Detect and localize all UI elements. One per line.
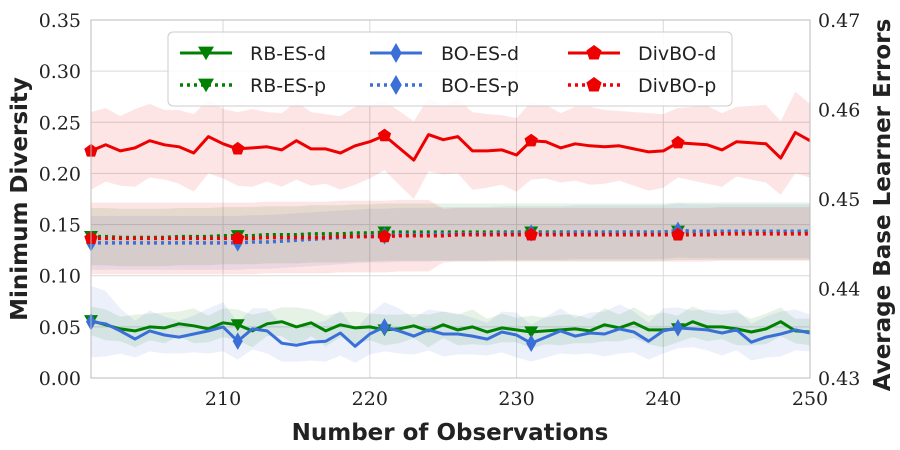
line-bo-es-d — [90, 320, 811, 348]
y-tick-left-label: 0.10 — [39, 266, 81, 288]
legend-label-divbo-p: DivBO-p — [638, 75, 716, 97]
tick-labels: 0.00 0.05 0.10 0.15 0.20 0.25 0.30 0.35 0.43 0.44… — [39, 10, 861, 410]
y-tick-left-label: 0.00 — [39, 368, 81, 390]
y-tick-right-label: 0.45 — [818, 189, 860, 211]
band-divbo-d — [91, 91, 810, 199]
legend-marker-bo-es-p — [390, 75, 402, 95]
line-rb-es-p — [91, 229, 810, 240]
confidence-bands — [91, 91, 810, 363]
band-divbo-p — [91, 199, 810, 275]
marker-bo-es-d — [526, 334, 537, 352]
marker-divbo-d — [524, 133, 538, 147]
marker-divbo-p — [524, 227, 538, 241]
x-axis-title: Number of Observations — [292, 420, 609, 446]
y-tick-right-label: 0.44 — [818, 279, 860, 301]
legend-label-rb-es-d: RB-ES-d — [250, 43, 326, 65]
line-rb-es-d — [90, 319, 811, 334]
marker-divbo-p — [671, 227, 685, 241]
legend-label-bo-es-p: BO-ES-p — [441, 75, 519, 97]
x-tick-label: 220 — [352, 388, 388, 410]
marker-bo-es-d — [672, 319, 683, 337]
marker-bo-es-d — [232, 332, 243, 350]
plot-frame — [90, 19, 811, 379]
marker-divbo-p — [377, 229, 392, 243]
marker-rb-es-d — [230, 319, 245, 332]
legend-label-divbo-d: DivBO-d — [638, 43, 716, 65]
band-bo-es-d — [91, 285, 810, 363]
y-tick-right-label: 0.43 — [818, 368, 860, 390]
y-axis-right-title: Average Base Learner Errors — [870, 19, 896, 392]
y-tick-left-label: 0.05 — [39, 317, 81, 339]
legend-marker-bo-es-d — [390, 43, 402, 63]
x-tick-label: 240 — [645, 388, 681, 410]
legend-marker-rb-es-d — [198, 46, 214, 61]
y-tick-right-label: 0.47 — [818, 10, 860, 32]
y-axis-left-title: Minimum Diversity — [7, 77, 33, 321]
line-divbo-p — [91, 232, 810, 241]
series-lines — [90, 131, 811, 348]
x-tick-label: 250 — [792, 388, 828, 410]
x-tick-label: 230 — [498, 388, 534, 410]
y-tick-left-label: 0.25 — [39, 112, 81, 134]
marker-rb-es-d — [524, 326, 539, 339]
x-tick-label: 210 — [205, 388, 241, 410]
legend-marker-rb-es-p — [198, 78, 214, 93]
legend-marker-divbo-d — [586, 45, 602, 60]
line-divbo-d — [90, 131, 811, 162]
legend-label-rb-es-p: RB-ES-p — [250, 75, 326, 97]
legend-label-bo-es-d: BO-ES-d — [441, 43, 519, 65]
legend: RB-ES-d BO-ES-d DivBO-d RB-ES-p BO-ES-p … — [167, 31, 733, 107]
y-tick-left-label: 0.35 — [39, 10, 81, 32]
y-tick-left-label: 0.20 — [39, 163, 81, 185]
y-tick-left-label: 0.15 — [39, 215, 81, 237]
marker-divbo-p — [231, 231, 245, 244]
legend-marker-divbo-p — [586, 77, 602, 92]
y-tick-right-label: 0.46 — [818, 100, 860, 122]
marker-divbo-d — [377, 128, 392, 142]
y-tick-left-label: 0.30 — [39, 61, 81, 83]
marker-divbo-d — [671, 135, 685, 149]
marker-bo-es-d — [379, 318, 390, 336]
marker-divbo-d — [231, 141, 245, 155]
